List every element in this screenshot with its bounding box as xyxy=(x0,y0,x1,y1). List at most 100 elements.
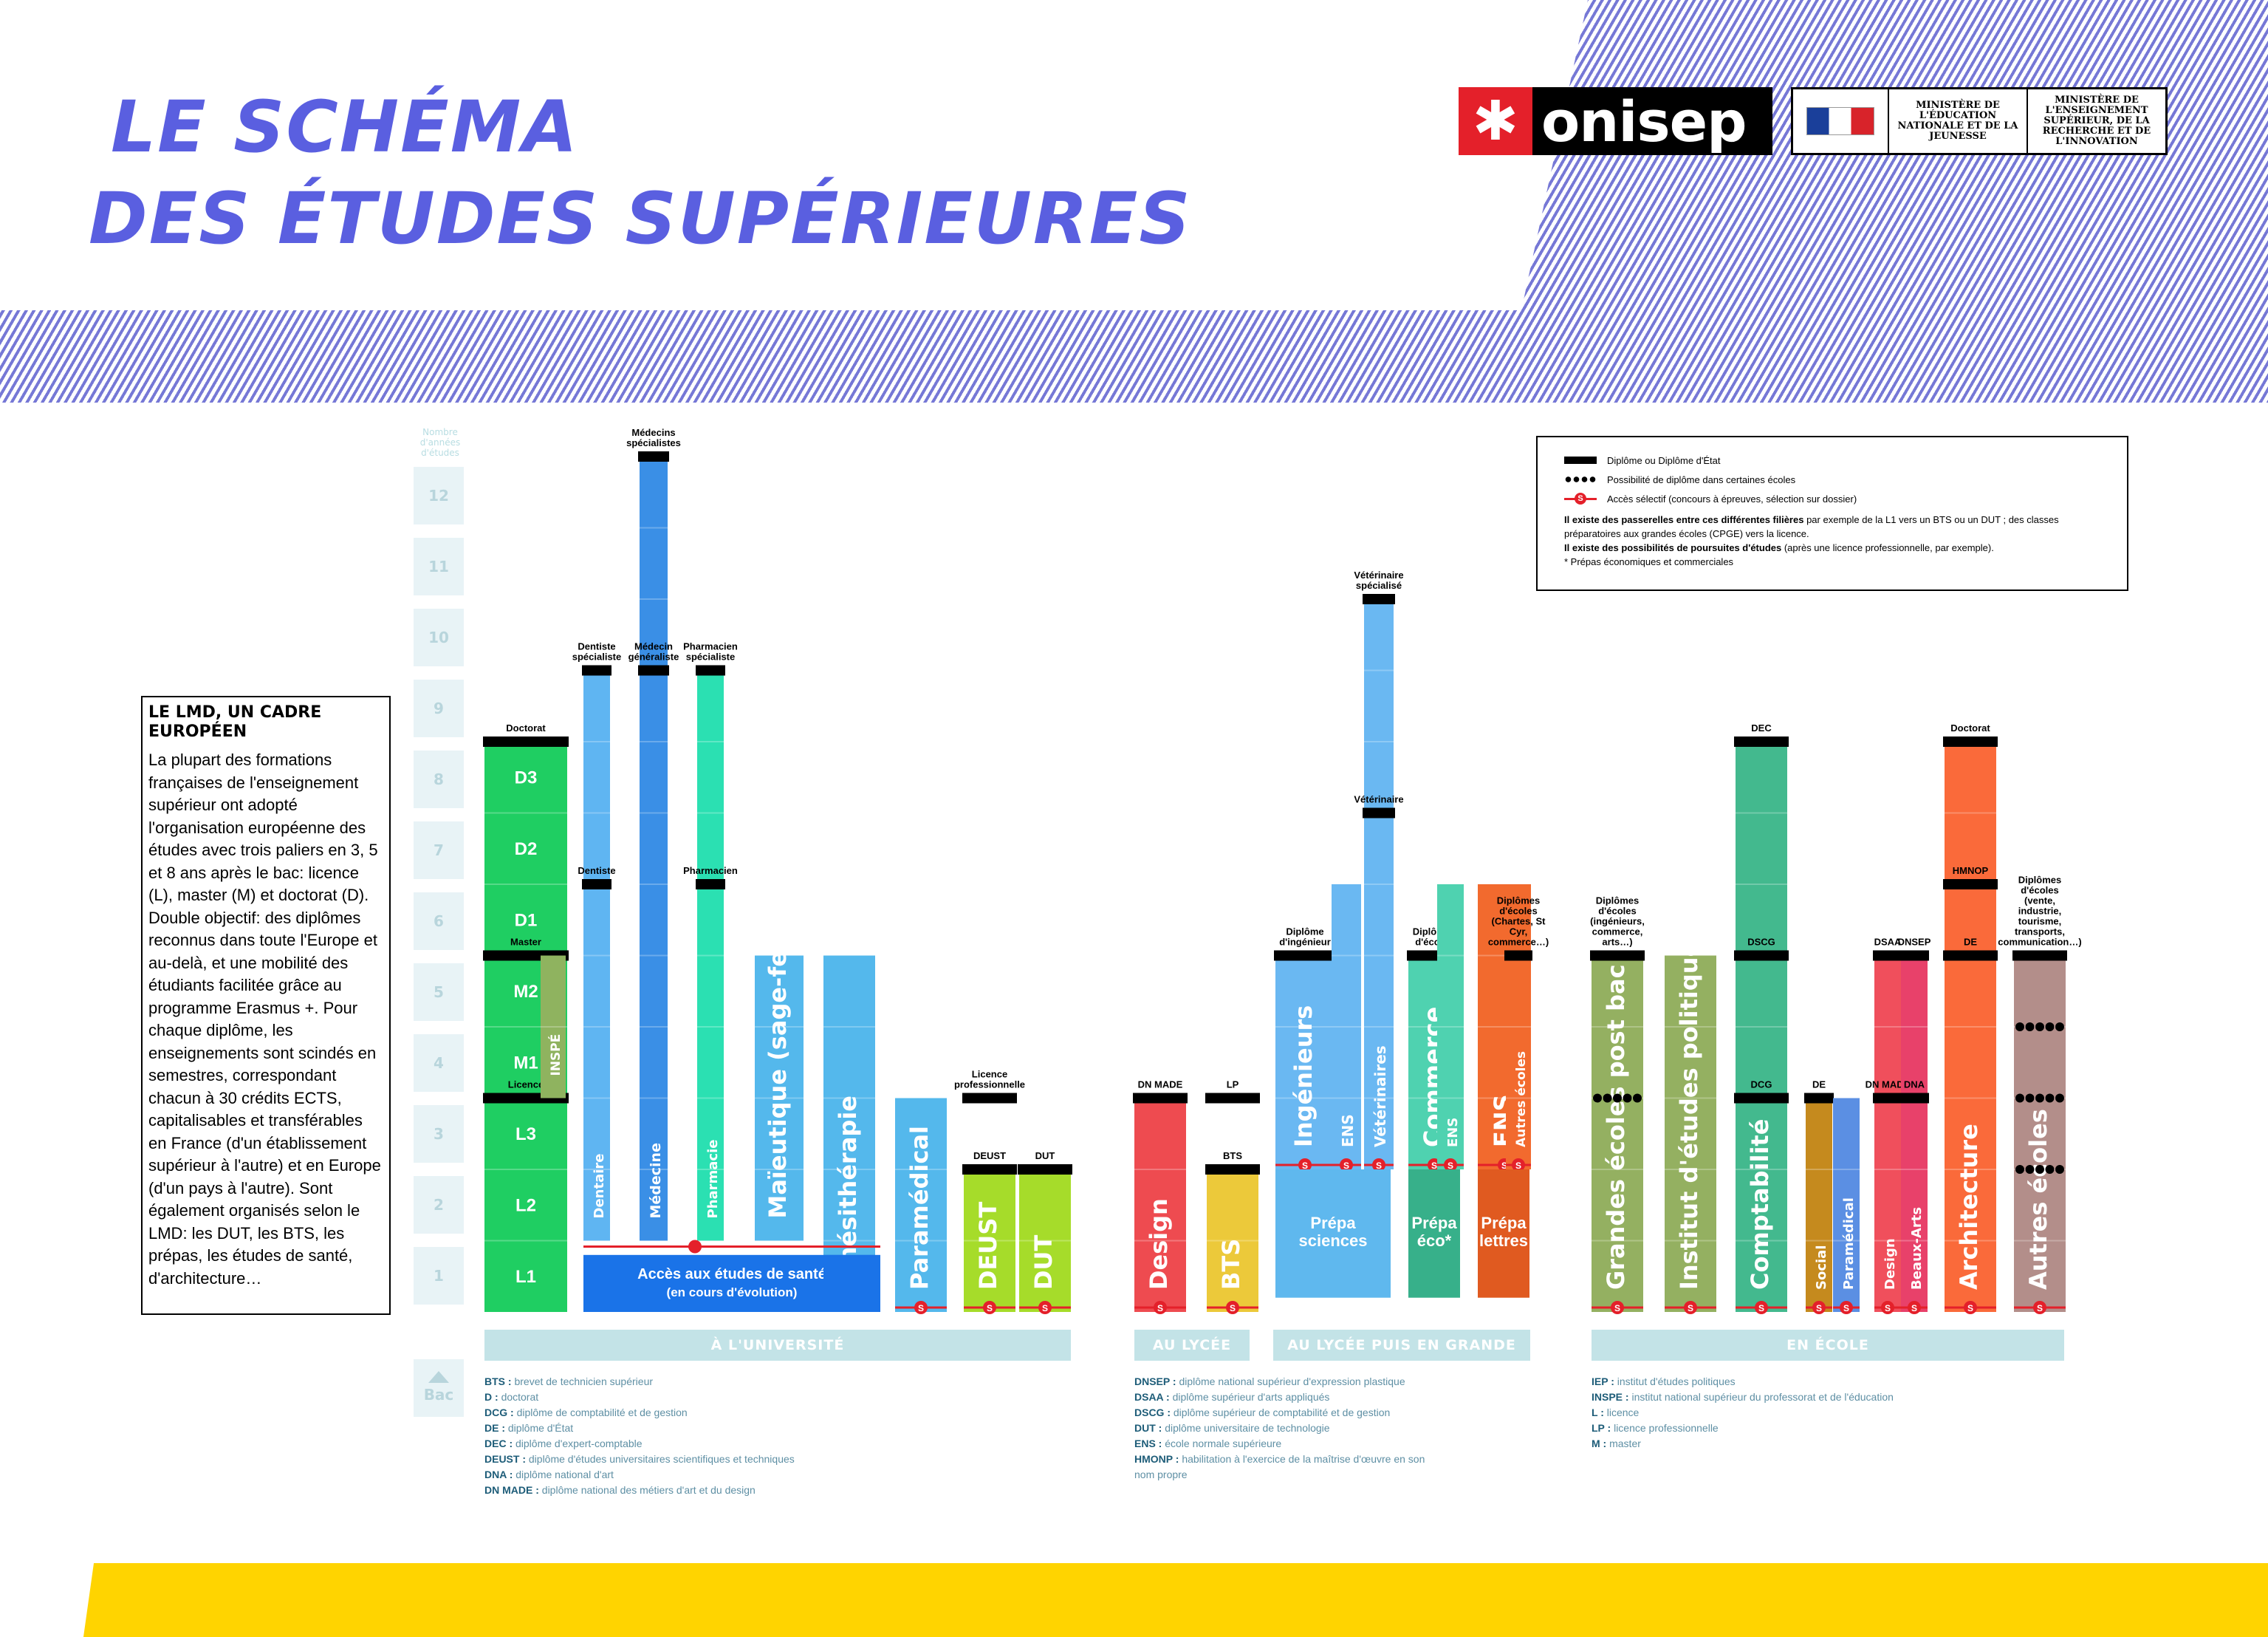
abbreviation-value: licence professionnelle xyxy=(1614,1422,1719,1434)
diploma-label: (ingénieurs, xyxy=(1590,916,1645,927)
abbreviation-key: HMONP : xyxy=(1134,1453,1182,1465)
column-name-label: Dentaire xyxy=(592,1154,607,1219)
legend-poursuites-text: (après une licence professionnelle, par … xyxy=(1781,542,1994,553)
selective-access-letter: S xyxy=(1042,1303,1048,1313)
band-lycee-ecole: AU LYCÉE PUIS EN GRANDE ÉCOLE xyxy=(1273,1330,1530,1384)
year-gridline xyxy=(1019,1240,1071,1242)
selective-access-icon xyxy=(688,1240,702,1254)
abbreviation-item: DUT : diplôme universitaire de technolog… xyxy=(1134,1421,1445,1436)
year-gridline xyxy=(1364,1097,1394,1099)
diploma-label: Diplômes xyxy=(1497,895,1541,906)
year-box-8: 8 xyxy=(414,751,464,808)
possible-diploma-dot xyxy=(2035,1093,2044,1103)
years-axis-label: Nombre d'années d'études xyxy=(419,427,461,458)
diploma-bar xyxy=(1943,879,1998,889)
diploma-label: Diplômes xyxy=(2018,875,2062,886)
abbreviation-key: M : xyxy=(1592,1438,1610,1449)
year-gridline xyxy=(1332,1097,1361,1099)
diploma-label: Vétérinaire xyxy=(1354,794,1403,805)
year-gridline xyxy=(1736,812,1787,814)
selective-access-icon xyxy=(1226,1301,1239,1314)
year-gridline xyxy=(1945,1169,1996,1170)
legend: Diplôme ou Diplôme d'État Possibilité de… xyxy=(1536,436,2128,591)
prepa-lettres-box xyxy=(1478,1169,1529,1298)
column-bar-11 xyxy=(1207,1169,1258,1312)
abbreviation-item: DSCG : diplôme supérieur de comptabilité… xyxy=(1134,1405,1445,1421)
diploma-label: DSCG xyxy=(1747,937,1775,948)
diploma-label: Cyr, xyxy=(1510,926,1528,937)
selective-access-letter: S xyxy=(1816,1303,1822,1313)
selective-access-icon xyxy=(2033,1301,2046,1314)
year-gridline xyxy=(1945,1240,1996,1242)
abbreviation-key: DCG : xyxy=(484,1407,517,1418)
diploma-bar xyxy=(483,737,569,747)
year-gridline xyxy=(1437,1097,1464,1099)
column-name-label: DUT xyxy=(1029,1234,1058,1290)
diploma-label: Dentiste xyxy=(578,641,615,652)
column-bar-5 xyxy=(755,955,804,1241)
year-gridline xyxy=(755,1097,804,1099)
possible-diploma-dot xyxy=(2045,1022,2055,1031)
diploma-label: industrie, xyxy=(2018,906,2062,917)
column-name-label: Paramédical xyxy=(905,1126,933,1290)
sante-access-label: Accès aux études de santé xyxy=(637,1266,826,1282)
diploma-bar xyxy=(2012,950,2067,961)
column-name-label: Ingénieurs xyxy=(1289,1005,1318,1147)
abbreviation-item: ENS : école normale supérieure xyxy=(1134,1436,1445,1452)
legend-dots-label: Possibilité de diplôme dans certaines éc… xyxy=(1607,474,1796,485)
year-gridline xyxy=(1437,1026,1464,1028)
column-name-label: INSPÉ xyxy=(547,1034,563,1076)
year-gridline xyxy=(1134,1240,1186,1242)
year-gridline xyxy=(895,1240,947,1242)
column-bar-10 xyxy=(1134,1098,1186,1312)
year-gridline xyxy=(583,1097,610,1099)
column-bar-27 xyxy=(2014,955,2066,1312)
abbreviation-key: DUT : xyxy=(1134,1422,1165,1434)
abbreviation-item: INSPE : institut national supérieur du p… xyxy=(1592,1390,1976,1405)
abbreviation-value: diplôme d'études universitaires scientif… xyxy=(528,1453,795,1465)
diploma-label: d'écoles xyxy=(2021,885,2059,896)
diploma-bar xyxy=(1734,737,1789,747)
diploma-label: DE xyxy=(1812,1079,1826,1090)
year-box-9: 9 xyxy=(414,680,464,737)
bac-box: Bac xyxy=(414,1359,464,1417)
diploma-bar xyxy=(1205,1164,1260,1175)
abbreviation-item: L : licence xyxy=(1592,1405,1976,1421)
diploma-bar xyxy=(1590,950,1645,961)
diploma-label: spécialiste xyxy=(572,652,622,663)
prepa-sciences-box xyxy=(1275,1169,1391,1298)
year-gridline xyxy=(1506,1097,1531,1099)
legend-passerelles: Il existe des passerelles entre ces diff… xyxy=(1564,513,2100,541)
year-gridline xyxy=(640,954,668,957)
selective-access-icon xyxy=(1298,1158,1312,1172)
year-gridline xyxy=(823,1169,875,1170)
year-gridline xyxy=(1901,1026,1928,1028)
column-name-label: Autres écoles xyxy=(2024,1109,2052,1290)
column-name-label: DEUST xyxy=(974,1202,1002,1290)
abbreviation-key: BTS : xyxy=(484,1375,515,1387)
lmd-info-box: LE LMD, UN CADRE EUROPÉEN La plupart des… xyxy=(141,696,391,1315)
flag-icon xyxy=(1806,107,1874,135)
year-gridline xyxy=(1874,1026,1901,1028)
legend-poursuites: Il existe des possibilités de poursuites… xyxy=(1564,541,2100,555)
year-gridline xyxy=(1332,954,1361,957)
year-box-3: 3 xyxy=(414,1105,464,1163)
year-gridline xyxy=(1945,812,1996,814)
column-bar-14 xyxy=(1364,599,1394,1169)
abbreviation-item: DNSEP : diplôme national supérieur d'exp… xyxy=(1134,1374,1445,1390)
year-gridline xyxy=(1901,1240,1928,1242)
diploma-bar xyxy=(1018,1164,1072,1175)
column-bar-22 xyxy=(1806,1098,1832,1312)
selective-access-letter: S xyxy=(1758,1303,1764,1313)
diploma-label: d'écoles xyxy=(1499,906,1538,917)
diploma-label: Vétérinaire xyxy=(1354,570,1403,581)
year-gridline xyxy=(697,954,724,957)
column-name-label: Maïeutique (sage-femme) xyxy=(764,875,792,1218)
diploma-label: Doctorat xyxy=(506,722,546,734)
diploma-label: DE xyxy=(1964,937,1977,948)
diploma-label: DSAA xyxy=(1874,937,1902,948)
selective-access-icon xyxy=(1340,1158,1353,1172)
abbreviation-item: BTS : brevet de technicien supérieur xyxy=(484,1374,839,1390)
selective-access-letter: S xyxy=(987,1303,993,1313)
diploma-label: spécialistes xyxy=(626,437,681,448)
